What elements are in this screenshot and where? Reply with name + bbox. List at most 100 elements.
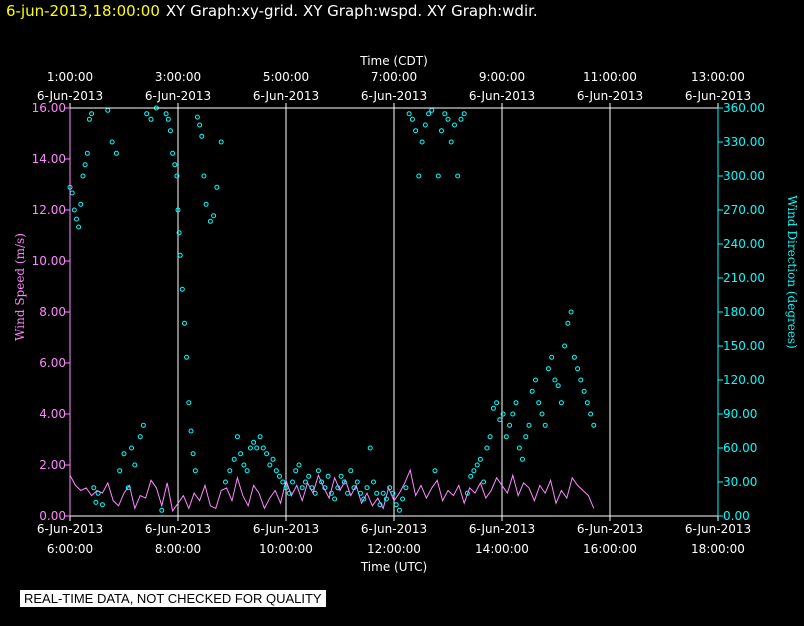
wind-direction-point (439, 128, 444, 134)
wind-direction-point (358, 490, 363, 496)
left-axis-title: Wind Speed (m/s) (13, 233, 27, 341)
left-tick-label: 8.00 (39, 305, 66, 319)
wind-direction-point (179, 286, 185, 292)
wind-direction-point (170, 150, 176, 156)
left-axis-ticks: 0.00 2.00 4.00 6.00 8.00 10.00 12.00 14.00 16.00 (32, 101, 70, 523)
wind-direction-point (322, 485, 328, 491)
wind-direction-point (280, 479, 286, 485)
wind-direction-point (520, 456, 525, 462)
bottom-tick-time: 6:00:00 (47, 542, 93, 556)
wind-direction-point (184, 354, 190, 360)
wind-direction-point (260, 445, 266, 451)
top-tick-date: 6-Jun-2013 (37, 89, 103, 103)
wind-direction-point (113, 150, 119, 156)
wind-direction-point (571, 354, 577, 360)
wind-direction-point (78, 201, 84, 207)
wind-direction-point (251, 439, 257, 445)
wind-direction-point (396, 507, 402, 513)
wind-direction-series (67, 105, 597, 513)
wind-direction-point (306, 473, 312, 479)
wind-direction-point (121, 451, 127, 457)
header-titles: XY Graph:xy-grid. XY Graph:wspd. XY Grap… (165, 2, 538, 20)
wind-direction-point (302, 479, 308, 485)
wind-direction-point (117, 468, 123, 474)
wind-direction-point (361, 496, 367, 502)
wind-direction-point (588, 411, 594, 417)
wind-direction-point (140, 422, 146, 428)
header-date: 6-jun-2013,18:00:00 (6, 2, 160, 20)
bottom-tick-time: 14:00:00 (475, 542, 529, 556)
bottom-tick-date: 6-Jun-2013 (253, 522, 319, 536)
wind-direction-point (536, 400, 542, 406)
top-tick-date: 6-Jun-2013 (145, 89, 211, 103)
right-tick-label: 180.00 (723, 305, 765, 319)
wind-direction-point (188, 428, 194, 434)
wind-direction-point (429, 107, 435, 113)
wind-direction-point (490, 405, 496, 411)
wind-direction-point (186, 400, 192, 406)
right-tick-label: 240.00 (723, 237, 765, 251)
wind-direction-point (393, 502, 399, 508)
wind-direction-point (507, 422, 513, 428)
wind-direction-point (190, 451, 196, 457)
wind-direction-point (95, 490, 101, 496)
grid-lines (177, 108, 719, 516)
right-tick-label: 210.00 (723, 271, 765, 285)
wind-direction-point (257, 434, 263, 440)
wind-direction-point (426, 111, 432, 117)
wind-direction-point (435, 173, 441, 179)
wind-direction-point (328, 490, 334, 496)
wind-direction-point (277, 473, 282, 479)
wind-direction-point (497, 417, 503, 423)
top-tick-time: 9:00:00 (479, 70, 525, 84)
right-tick-label: 0.00 (723, 509, 750, 523)
wind-direction-point (74, 216, 79, 222)
wind-direction-point (545, 366, 551, 372)
wind-direction-point (86, 116, 92, 122)
wind-direction-point (542, 422, 548, 428)
wind-direction-point (377, 502, 383, 508)
wind-direction-point (82, 162, 88, 168)
wind-direction-point (175, 207, 181, 213)
wind-direction-point (129, 445, 135, 451)
wind-direction-point (448, 139, 454, 145)
wind-direction-point (374, 490, 380, 496)
wind-direction-point (523, 434, 529, 440)
bottom-tick-date: 6-Jun-2013 (145, 522, 211, 536)
wind-direction-point (584, 400, 590, 406)
right-tick-label: 300.00 (723, 169, 765, 183)
wind-direction-point (581, 388, 587, 394)
wind-direction-point (345, 490, 351, 496)
wind-direction-point (231, 456, 237, 462)
wind-direction-point (387, 485, 393, 491)
wind-direction-point (296, 462, 302, 468)
wind-direction-point (351, 485, 357, 491)
left-tick-label: 10.00 (32, 254, 66, 268)
wind-direction-point (165, 116, 171, 122)
wind-direction-point (283, 485, 289, 491)
wind-direction-point (293, 468, 299, 474)
wind-direction-point (247, 445, 253, 451)
wind-direction-point (105, 107, 111, 113)
wind-direction-point (568, 309, 574, 315)
wind-direction-point (539, 411, 545, 417)
wind-direction-point (487, 434, 493, 440)
wind-direction-point (578, 377, 584, 383)
wind-direction-point (238, 451, 244, 457)
wind-direction-point (99, 502, 105, 508)
wind-direction-point (91, 485, 97, 491)
left-tick-label: 16.00 (32, 101, 66, 115)
bottom-tick-date: 6-Jun-2013 (469, 522, 535, 536)
right-tick-label: 270.00 (723, 203, 765, 217)
wind-direction-point (315, 468, 321, 474)
top-tick-time: 13:00:00 (691, 70, 745, 84)
bottom-tick-time: 8:00:00 (155, 542, 201, 556)
top-axis-ticks: 1:00:00 6-Jun-2013 3:00:00 6-Jun-2013 5:00:0… (37, 70, 751, 108)
wind-direction-point (227, 468, 233, 474)
wind-direction-point (533, 377, 538, 383)
wind-direction-point (325, 473, 331, 479)
wind-direction-point (481, 479, 487, 485)
wind-direction-point (513, 400, 519, 406)
wind-direction-point (562, 343, 568, 349)
right-tick-label: 90.00 (723, 407, 757, 421)
